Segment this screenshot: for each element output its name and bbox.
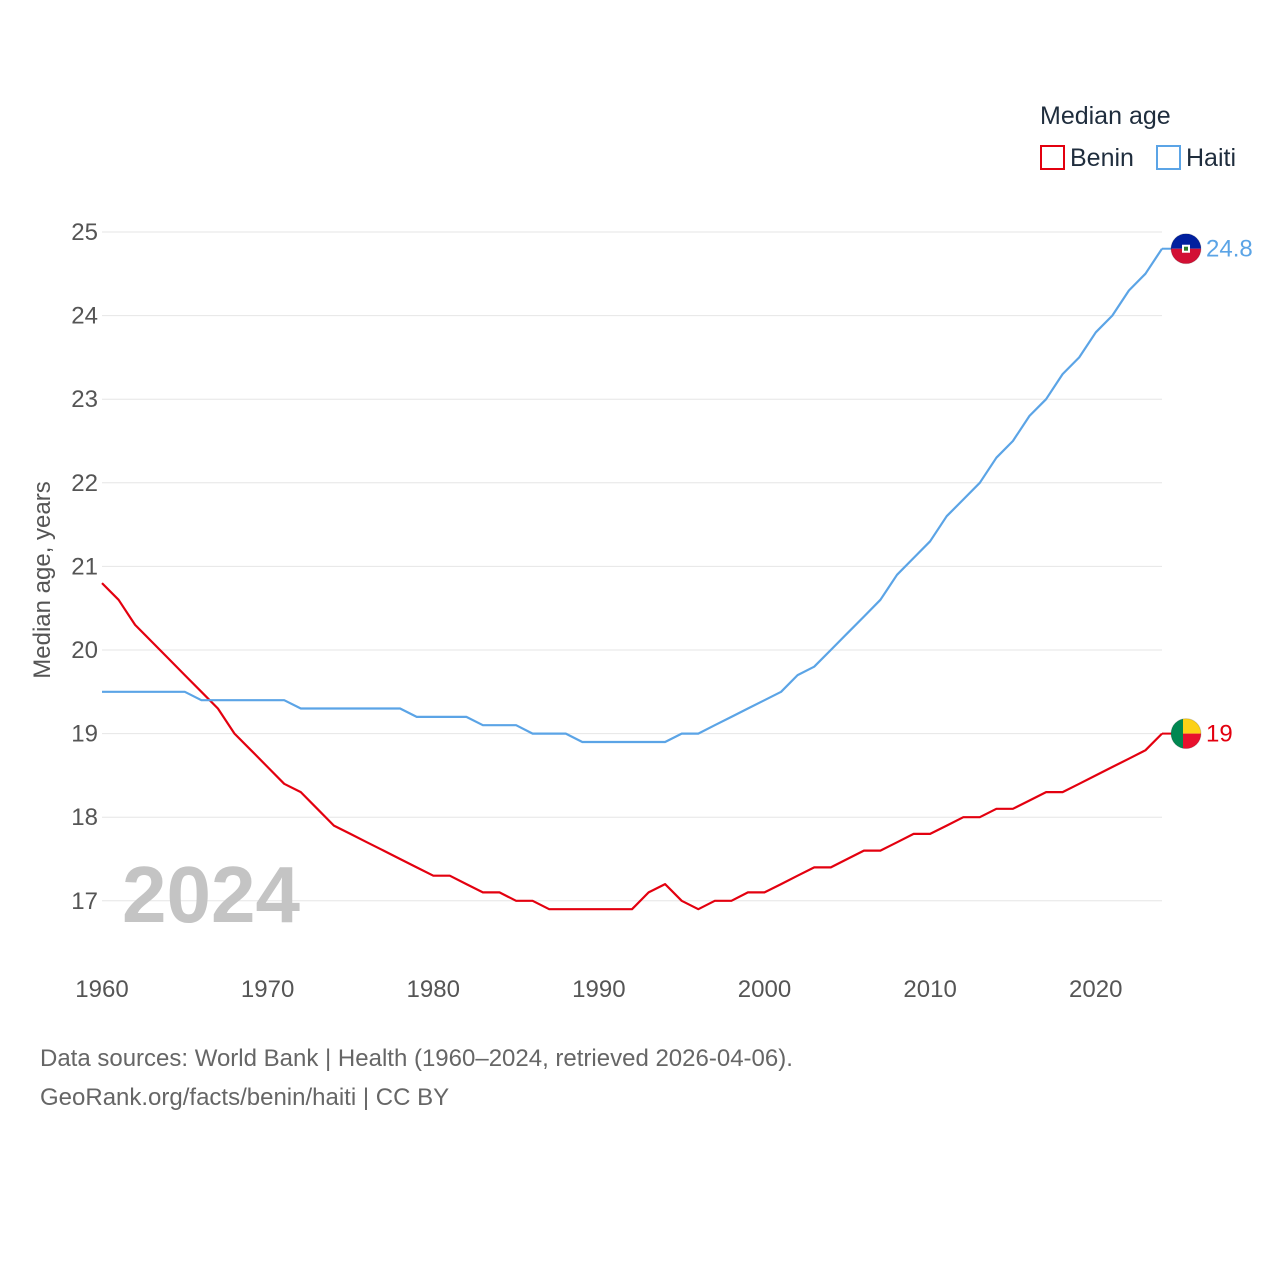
y-tick-label: 25 — [71, 219, 98, 246]
x-tick-label: 2000 — [738, 976, 791, 1003]
credit-link[interactable]: GeoRank.org/facts/benin/haiti | CC BY — [40, 1084, 450, 1111]
legend-item-benin[interactable]: Benin — [1040, 144, 1134, 172]
legend-swatch — [1156, 145, 1181, 170]
legend-label: Haiti — [1186, 144, 1236, 172]
line-chart: 17 18 19 20 21 22 23 24 25 1960 1970 1980 1990 2000 2… — [29, 102, 1253, 1003]
data-sources-note: Data sources: World Bank | Health (1960–… — [40, 1045, 793, 1072]
legend: Median age Benin Haiti — [1040, 102, 1236, 172]
y-tick-label: 18 — [71, 804, 98, 831]
x-tick-label: 1990 — [572, 976, 625, 1003]
x-tick-label: 2020 — [1069, 976, 1122, 1003]
y-tick-label: 23 — [71, 386, 98, 413]
x-tick-label: 1960 — [75, 976, 128, 1003]
legend-label: Benin — [1070, 144, 1134, 172]
series-line-benin — [101, 582, 1163, 911]
benin-flag-icon — [1170, 718, 1202, 750]
end-value-label-benin: 19 — [1206, 721, 1233, 748]
series-line-haiti — [102, 248, 1163, 744]
y-axis-title: Median age, years — [29, 481, 56, 678]
x-axis-ticks: 1960 1970 1980 1990 2000 2010 2020 — [75, 976, 1122, 1003]
haiti-flag-icon — [1170, 233, 1202, 265]
y-tick-label: 17 — [71, 888, 98, 915]
end-value-label-haiti: 24.8 — [1206, 236, 1253, 263]
x-tick-label: 1980 — [407, 976, 460, 1003]
y-tick-label: 24 — [71, 303, 98, 330]
y-tick-label: 19 — [71, 721, 98, 748]
legend-swatch — [1040, 145, 1065, 170]
x-tick-label: 2010 — [903, 976, 956, 1003]
year-watermark: 2024 — [122, 850, 300, 939]
y-tick-label: 22 — [71, 470, 98, 497]
gridlines — [102, 231, 1162, 902]
y-tick-label: 20 — [71, 637, 98, 664]
x-tick-label: 1970 — [241, 976, 294, 1003]
y-axis-ticks: 17 18 19 20 21 22 23 24 25 — [71, 219, 98, 915]
y-tick-label: 21 — [71, 553, 98, 580]
legend-title: Median age — [1040, 102, 1171, 130]
legend-item-haiti[interactable]: Haiti — [1156, 144, 1236, 172]
series-end-markers: 19 24.8 — [1162, 233, 1253, 750]
series-lines — [101, 248, 1163, 911]
